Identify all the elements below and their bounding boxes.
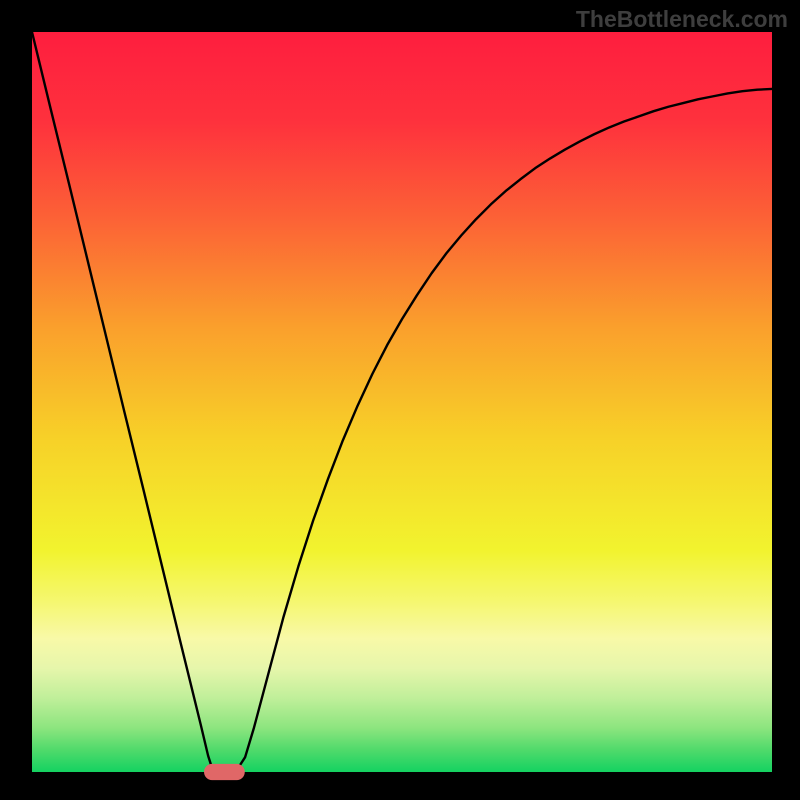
chart-gradient-background: [32, 32, 772, 772]
chart-container: TheBottleneck.com: [0, 0, 800, 800]
optimal-marker: [204, 764, 245, 780]
chart-svg: [0, 0, 800, 800]
